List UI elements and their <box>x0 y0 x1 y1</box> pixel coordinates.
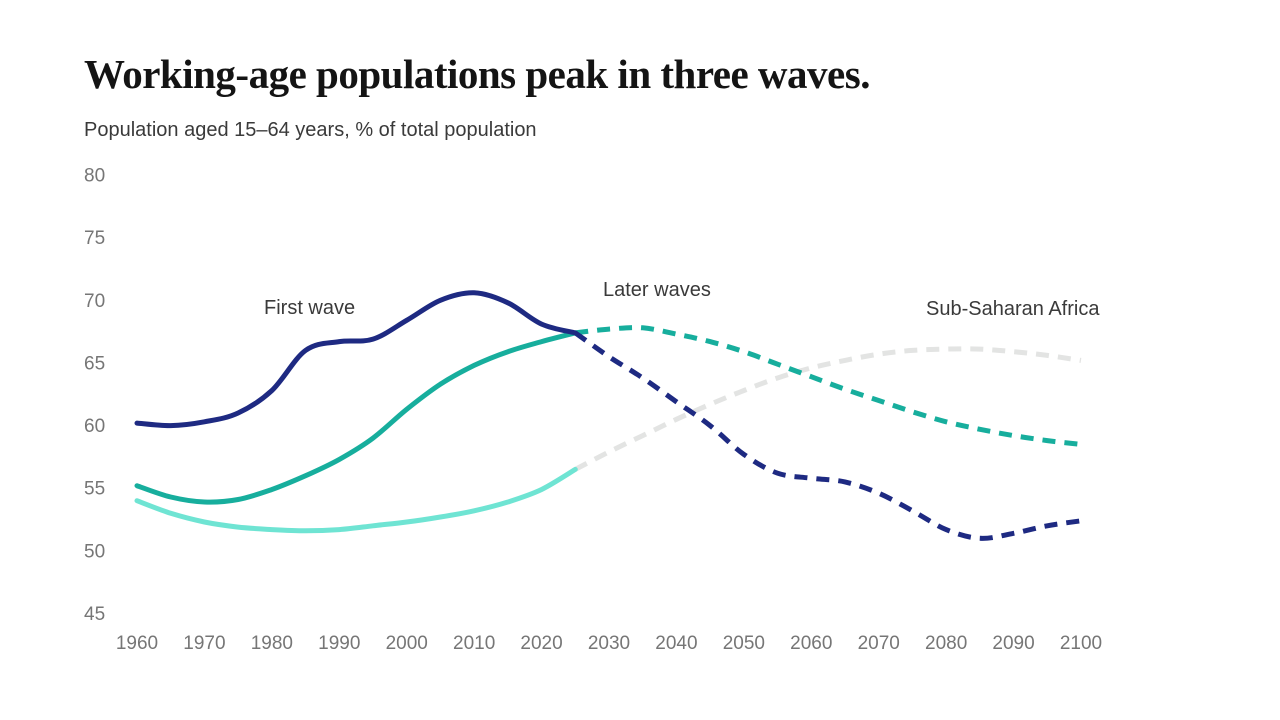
y-tick-label: 50 <box>84 541 105 562</box>
x-tick-label: 1960 <box>116 633 158 654</box>
x-tick-label: 1980 <box>251 633 293 654</box>
x-tick-label: 2020 <box>520 633 562 654</box>
x-tick-label: 2080 <box>925 633 967 654</box>
x-tick-label: 2000 <box>386 633 428 654</box>
x-tick-label: 2050 <box>723 633 765 654</box>
chart-subtitle: Population aged 15–64 years, % of total … <box>84 119 537 141</box>
series-sub-saharan-africa-historical <box>134 466 578 534</box>
series-first-wave-projection <box>573 330 1082 541</box>
y-tick-label: 60 <box>84 416 105 437</box>
series-sub-saharan-africa-projection <box>574 346 1082 472</box>
x-tick-label: 2030 <box>588 633 630 654</box>
annotation-sub-saharan-africa: Sub-Saharan Africa <box>926 298 1100 320</box>
x-tick-label: 1990 <box>318 633 360 654</box>
y-tick-label: 45 <box>84 604 105 625</box>
x-tick-label: 2070 <box>858 633 900 654</box>
y-tick-label: 80 <box>84 166 105 187</box>
series-first-wave-historical <box>134 290 578 429</box>
y-tick-label: 70 <box>84 291 105 312</box>
annotation-first-wave: First wave <box>264 297 356 319</box>
x-tick-label: 2040 <box>655 633 697 654</box>
x-tick-label: 2100 <box>1060 633 1102 654</box>
x-tick-label: 2010 <box>453 633 495 654</box>
x-tick-label: 2060 <box>790 633 832 654</box>
x-tick-label: 2090 <box>992 633 1034 654</box>
y-tick-label: 65 <box>84 353 105 374</box>
y-tick-label: 75 <box>84 228 105 249</box>
annotation-later-waves: Later waves <box>603 279 711 301</box>
y-tick-label: 55 <box>84 479 105 500</box>
x-tick-label: 1970 <box>183 633 225 654</box>
chart-title: Working-age populations peak in three wa… <box>84 51 870 97</box>
series-later-waves-historical <box>134 330 578 505</box>
